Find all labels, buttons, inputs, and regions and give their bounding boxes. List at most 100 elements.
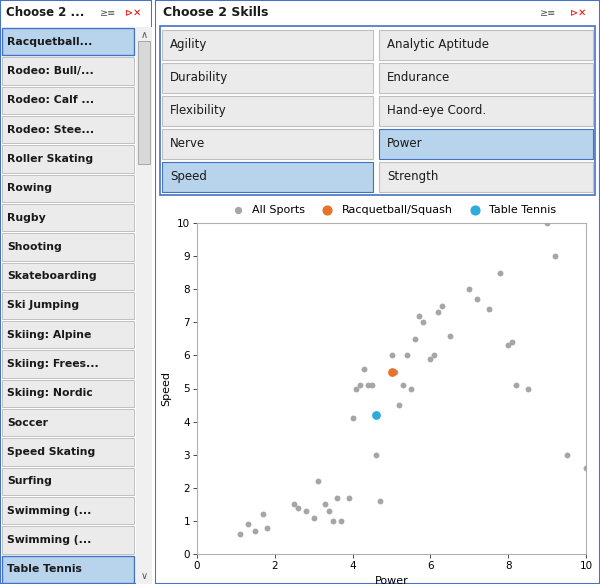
Point xyxy=(484,304,494,314)
Text: Rowing: Rowing xyxy=(7,183,52,193)
Legend: All Sports, Racquetball/Squash, Table Tennis: All Sports, Racquetball/Squash, Table Te… xyxy=(222,200,561,220)
Point xyxy=(402,351,412,360)
Point xyxy=(410,334,419,343)
Bar xyxy=(2,292,134,319)
Point xyxy=(387,351,397,360)
Bar xyxy=(379,162,593,192)
Point xyxy=(414,311,424,321)
Bar xyxy=(2,409,134,436)
Point xyxy=(445,331,455,340)
Point xyxy=(301,506,311,516)
Bar xyxy=(162,96,373,126)
Text: Rugby: Rugby xyxy=(7,213,46,223)
Point xyxy=(309,513,319,522)
Point xyxy=(251,526,260,536)
Bar xyxy=(138,41,150,164)
Text: Durability: Durability xyxy=(170,71,228,84)
Text: Roller Skating: Roller Skating xyxy=(7,154,93,164)
Point xyxy=(391,367,400,377)
Point xyxy=(562,450,571,460)
Point xyxy=(320,500,330,509)
X-axis label: Power: Power xyxy=(374,576,409,584)
Bar xyxy=(160,26,595,195)
Point xyxy=(313,477,322,486)
Point xyxy=(581,463,591,472)
Bar xyxy=(2,321,134,349)
Point xyxy=(394,401,404,410)
Bar xyxy=(162,62,373,92)
Text: Nerve: Nerve xyxy=(170,137,205,150)
Point xyxy=(550,252,560,261)
Text: Flexibility: Flexibility xyxy=(170,104,227,117)
Text: Speed: Speed xyxy=(170,170,207,183)
Point xyxy=(356,381,365,390)
Text: Ski Jumping: Ski Jumping xyxy=(7,301,79,311)
Point xyxy=(364,381,373,390)
Point xyxy=(344,493,353,502)
Bar xyxy=(379,62,593,92)
Point xyxy=(332,493,342,502)
Point xyxy=(243,520,253,529)
Point xyxy=(371,450,381,460)
Point xyxy=(472,294,482,304)
Text: Agility: Agility xyxy=(170,38,208,51)
Bar xyxy=(2,380,134,407)
Point xyxy=(352,384,361,393)
Point xyxy=(523,384,532,393)
Text: ⊳✕: ⊳✕ xyxy=(125,8,141,18)
Text: ≥≡: ≥≡ xyxy=(100,8,116,18)
Point xyxy=(398,381,408,390)
Text: Table Tennis: Table Tennis xyxy=(7,564,82,574)
Bar xyxy=(379,30,593,60)
Text: Analytic Aptitude: Analytic Aptitude xyxy=(387,38,489,51)
Point xyxy=(348,413,358,423)
Text: ∧: ∧ xyxy=(140,30,148,40)
Bar xyxy=(379,96,593,126)
Point xyxy=(433,308,443,317)
Bar xyxy=(379,128,593,158)
Bar xyxy=(2,116,134,143)
Point xyxy=(325,506,334,516)
Point xyxy=(289,500,299,509)
Point xyxy=(387,367,397,377)
Text: Strength: Strength xyxy=(387,170,439,183)
Bar xyxy=(2,145,134,173)
Point xyxy=(259,510,268,519)
Bar xyxy=(2,350,134,378)
Point xyxy=(359,364,369,373)
Text: Skiing: Nordic: Skiing: Nordic xyxy=(7,388,93,398)
Text: Choose 2 ...: Choose 2 ... xyxy=(6,6,85,19)
Text: Endurance: Endurance xyxy=(387,71,451,84)
Text: Swimming (...: Swimming (... xyxy=(7,506,91,516)
Text: Power: Power xyxy=(387,137,423,150)
Text: ⊳✕: ⊳✕ xyxy=(570,8,586,18)
Point xyxy=(375,496,385,506)
Point xyxy=(425,354,435,363)
Text: Surfing: Surfing xyxy=(7,477,52,486)
Bar xyxy=(2,526,134,554)
Bar xyxy=(2,86,134,114)
Bar xyxy=(136,27,152,584)
Point xyxy=(293,503,303,512)
Text: Shooting: Shooting xyxy=(7,242,62,252)
Bar xyxy=(2,175,134,202)
Text: Speed Skating: Speed Skating xyxy=(7,447,95,457)
Point xyxy=(507,338,517,347)
Bar xyxy=(162,128,373,158)
Point xyxy=(430,351,439,360)
Point xyxy=(328,516,338,526)
Text: Rodeo: Bull/...: Rodeo: Bull/... xyxy=(7,66,94,76)
Text: ≥≡: ≥≡ xyxy=(540,8,556,18)
Bar xyxy=(2,263,134,290)
Y-axis label: Speed: Speed xyxy=(161,371,172,406)
Point xyxy=(371,411,381,420)
Text: Racquetball...: Racquetball... xyxy=(7,37,92,47)
Text: Skateboarding: Skateboarding xyxy=(7,271,97,281)
Point xyxy=(262,523,272,532)
Bar xyxy=(2,497,134,524)
Bar xyxy=(2,204,134,231)
Point xyxy=(418,318,427,327)
Bar xyxy=(162,162,373,192)
Bar xyxy=(2,556,134,583)
Bar xyxy=(2,468,134,495)
